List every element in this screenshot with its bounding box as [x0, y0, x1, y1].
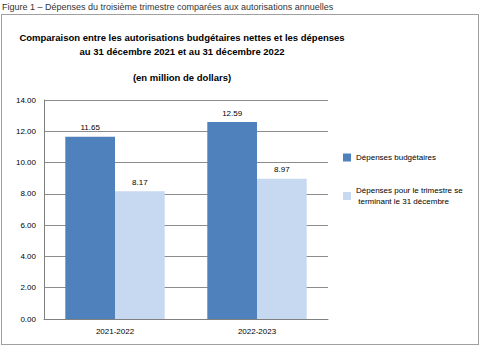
- svg-text:8.17: 8.17: [132, 178, 148, 187]
- html-text:Figure 1 – Dépenses du troisiè: Figure 1 – Dépenses du troisième trimest…: [2, 2, 334, 12]
- svg-text:Comparaison entre les autorisa: Comparaison entre les autorisations budg…: [19, 32, 344, 43]
- svg-text:au 31 décembre 2021 et au 31 d: au 31 décembre 2021 et au 31 décembre 20…: [80, 46, 285, 57]
- svg-text:0.00: 0.00: [20, 315, 36, 324]
- svg-text:4.00: 4.00: [20, 252, 36, 261]
- svg-text:2021-2022: 2021-2022: [96, 327, 135, 336]
- svg-text:2.00: 2.00: [20, 283, 36, 292]
- svg-text:Dépenses pour le trimestre se: Dépenses pour le trimestre se: [356, 186, 463, 195]
- svg-text:2022-2023: 2022-2023: [238, 327, 277, 336]
- svg-text:8.00: 8.00: [20, 189, 36, 198]
- svg-text:10.00: 10.00: [16, 158, 37, 167]
- svg-text:11.65: 11.65: [80, 123, 100, 132]
- svg-text:6.00: 6.00: [20, 221, 36, 230]
- svg-text:(en million de dollars): (en million de dollars): [133, 72, 231, 83]
- svg-text:Dépenses budgétaires: Dépenses budgétaires: [356, 153, 436, 162]
- svg-text:12.00: 12.00: [16, 127, 37, 136]
- svg-text:14.00: 14.00: [16, 96, 37, 105]
- svg-text:12.59: 12.59: [222, 109, 243, 118]
- svg-text:8.97: 8.97: [274, 165, 290, 174]
- svg-text:terminant le 31 décembre: terminant le 31 décembre: [356, 197, 449, 206]
